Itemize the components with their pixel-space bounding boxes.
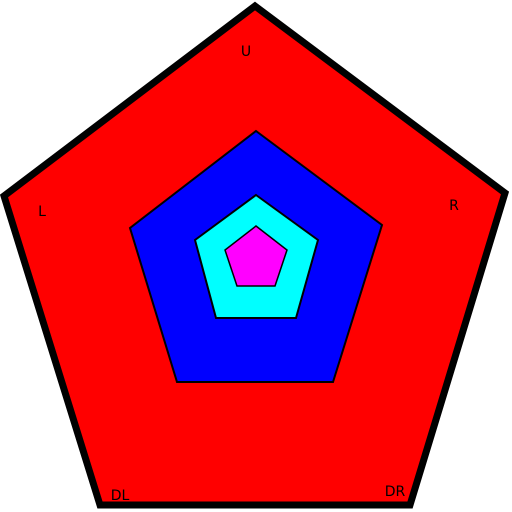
label-up: U xyxy=(241,44,251,60)
label-down-left: DL xyxy=(111,488,130,504)
center-pentagon xyxy=(224,225,288,287)
label-right: R xyxy=(449,198,459,214)
label-left: L xyxy=(38,204,46,220)
label-down-right: DR xyxy=(385,484,406,500)
